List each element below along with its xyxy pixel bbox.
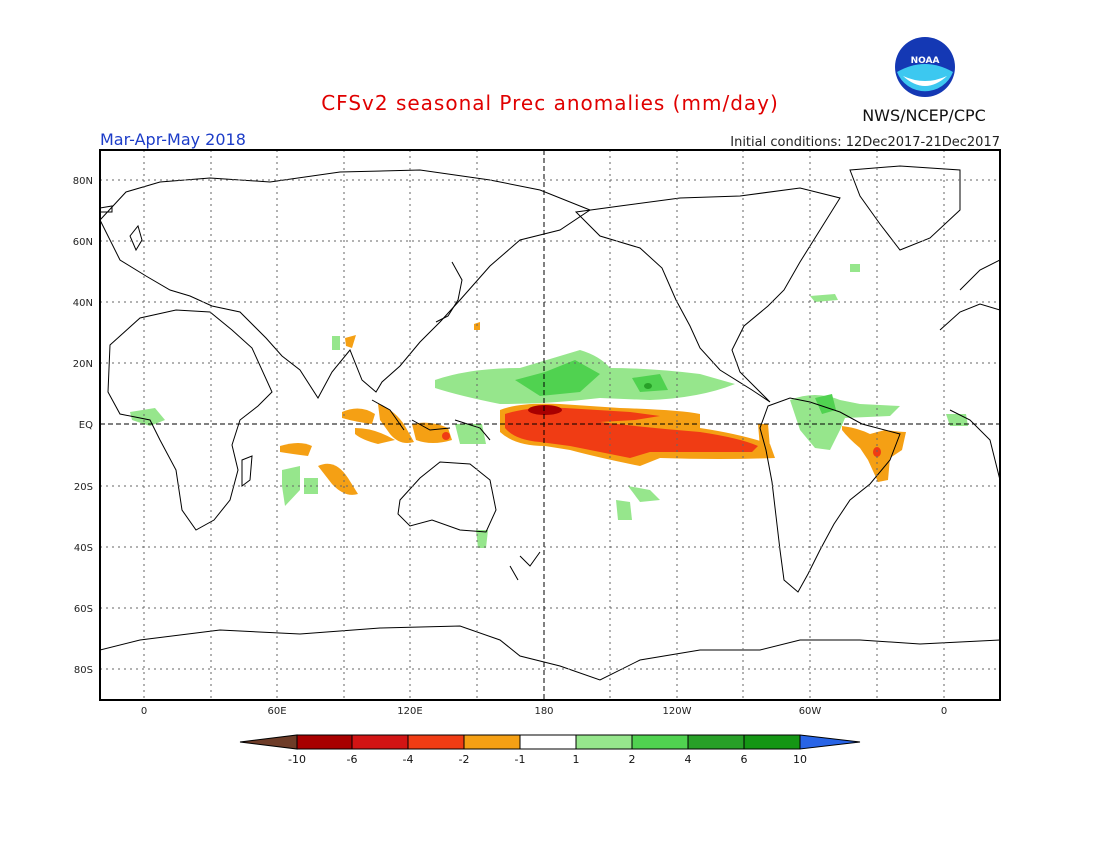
lat-label: 60S [74, 604, 93, 615]
lat-label: 20S [74, 482, 93, 493]
japan-coastline [435, 261, 463, 323]
colorbar-bin [296, 734, 353, 750]
north-america-coastline [574, 187, 841, 403]
north-pacific-wet-green-2 [632, 374, 668, 392]
lat-label: 40N [73, 298, 93, 309]
south-pacific-wet-light [628, 486, 660, 502]
colorbar-label: 6 [741, 753, 748, 766]
colorbar-bin [519, 734, 577, 750]
colorbar-label: 4 [685, 753, 692, 766]
africa-coastline [107, 309, 273, 531]
lon-label: 180 [534, 706, 553, 717]
colorbar-bin [463, 734, 521, 750]
antarctica-coastline [100, 625, 1000, 681]
noaa-logo: NOAA [895, 37, 955, 97]
agency-label: NWS/NCEP/CPC [862, 106, 986, 125]
maritime-dry-orange-3 [355, 428, 395, 444]
pacific-dry-anomaly-dark [528, 405, 562, 415]
north-pacific-wet-green [515, 360, 600, 396]
lat-labels: 80N 60N 40N 20N EQ 20S 40S 60S 80S [73, 176, 93, 676]
eurasia-coastline [100, 169, 592, 399]
lon-label: 0 [941, 706, 947, 717]
maritime-dry-core [442, 432, 450, 440]
north-atlantic-wet-light [850, 264, 860, 272]
lat-label: EQ [79, 420, 93, 431]
lon-label: 60E [267, 706, 286, 717]
colorbar-bin [351, 734, 409, 750]
west-europe-repeat-coastline [939, 259, 1000, 481]
atlantic-wet-light [946, 414, 968, 426]
indian-ocean-dry-orange [280, 443, 312, 456]
colorbar-bin [743, 734, 801, 750]
indian-ocean-wet-light [282, 466, 300, 506]
anomaly-shading [130, 264, 968, 548]
australia-coastline [397, 461, 497, 533]
lon-label: 0 [141, 706, 147, 717]
iceland-coastline [100, 205, 113, 213]
noaa-logo-text: NOAA [911, 56, 940, 66]
lat-label: 40S [74, 543, 93, 554]
new-guinea-wet-light [455, 424, 486, 444]
initial-conditions-label: Initial conditions: 12Dec2017-21Dec2017 [730, 135, 1000, 150]
indonesia-coastline [371, 399, 491, 441]
map-frame [99, 149, 1001, 701]
uk-coastline [129, 224, 143, 252]
bay-bengal-wet-light [332, 336, 340, 350]
colorbar-label: 10 [793, 753, 807, 766]
pacific-dry-anomaly-red [505, 407, 758, 458]
colorbar-label: -2 [459, 753, 470, 766]
colorbar-bin [407, 734, 465, 750]
colorbar-bin [799, 734, 861, 750]
lon-label: 60W [799, 706, 822, 717]
coastlines [100, 165, 1000, 681]
map-title: CFSv2 seasonal Prec anomalies (mm/day) [321, 91, 779, 115]
north-pacific-wet-dark [644, 383, 652, 389]
season-label: Mar-Apr-May 2018 [100, 130, 246, 149]
africa-wet-light [130, 408, 165, 426]
w-atlantic-wet-light [810, 294, 838, 302]
colorbar-label: -10 [288, 753, 306, 766]
colorbar-label: 1 [573, 753, 580, 766]
greenland-coastline [849, 165, 961, 251]
lat-label: 80S [74, 665, 93, 676]
colorbar-label: -1 [515, 753, 526, 766]
lon-label: 120E [397, 706, 422, 717]
lat-label: 80N [73, 176, 93, 187]
se-asia-dry-orange [345, 335, 356, 348]
south-america-coastline [759, 397, 901, 593]
gridlines [100, 150, 1000, 700]
maritime-dry-orange-1 [342, 408, 375, 424]
lon-labels: 0 60E 120E 180 120W 60W 0 [141, 706, 947, 717]
maritime-dry-orange-4 [412, 422, 452, 443]
colorbar-bin [239, 734, 298, 750]
madagascar-coastline [241, 455, 253, 487]
colorbar-bin [631, 734, 689, 750]
colorbar-bin [575, 734, 633, 750]
lat-label: 20N [73, 359, 93, 370]
colorbar-bin [687, 734, 745, 750]
indian-ocean-dry-orange-2 [318, 463, 358, 495]
south-pacific-wet-light-2 [616, 500, 632, 520]
lon-label: 120W [663, 706, 692, 717]
lat-label: 60N [73, 237, 93, 248]
colorbar-label: 2 [629, 753, 636, 766]
colorbar-label: -4 [403, 753, 414, 766]
amazon-wet-light [790, 395, 900, 450]
australia-wet-light [476, 530, 488, 548]
new-zealand-coastline [509, 551, 541, 581]
colorbar: -10 -6 -4 -2 -1 1 2 4 6 10 [239, 734, 861, 766]
colorbar-label: -6 [347, 753, 358, 766]
